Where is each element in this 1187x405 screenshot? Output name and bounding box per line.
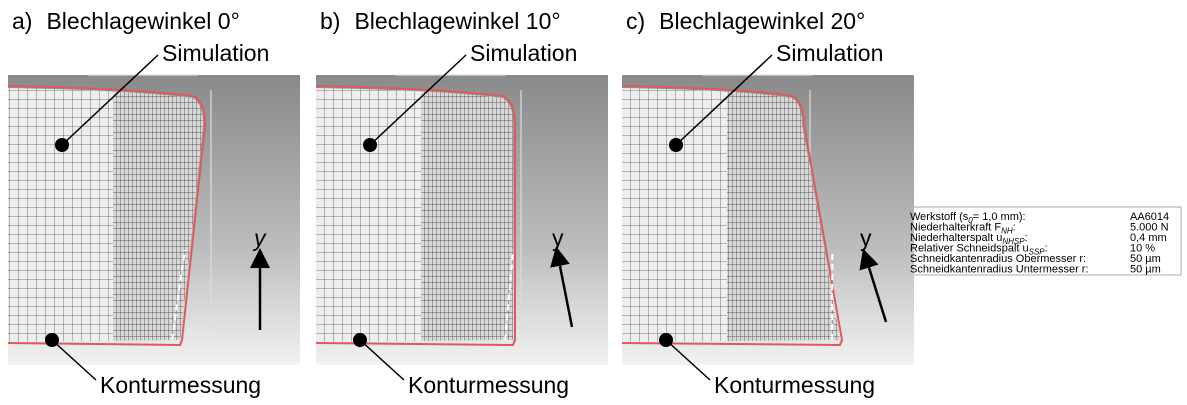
panel-label: c) [626, 8, 645, 34]
measurement-label: Konturmessung [100, 372, 261, 398]
figure: a) Blechlagewinkel 0° Simulation Konturmess… [0, 0, 1187, 400]
simulation-label: Simulation [776, 40, 883, 66]
panel-label: b) [320, 8, 340, 34]
param-label-text: Schneidkantenradius Untermesser r: [910, 264, 1089, 276]
param-label: Schneidkantenradius Untermesser r: [910, 264, 1089, 276]
axis-label: y [860, 225, 872, 251]
panel-label: a) [12, 8, 32, 34]
param-value: 50 µm [1130, 264, 1161, 276]
simulation-label: Simulation [162, 40, 269, 66]
param-label-end: : [1013, 222, 1016, 234]
panel-title-text: Blechlagewinkel 20° [659, 8, 865, 34]
simulation-label: Simulation [470, 40, 577, 66]
panel-title-text: Blechlagewinkel 0° [46, 8, 239, 34]
page: {"panels": [ {"label": "a)", "title": "B… [0, 0, 1187, 405]
panel-title-text: Blechlagewinkel 10° [354, 8, 560, 34]
panel-title: a) Blechlagewinkel 0° [12, 8, 240, 34]
param-subscript: NH [1001, 227, 1013, 236]
measurement-label: Konturmessung [408, 372, 569, 398]
panel-title: c) Blechlagewinkel 20° [626, 8, 865, 34]
measurement-label: Konturmessung [714, 372, 875, 398]
panel-title: b) Blechlagewinkel 10° [320, 8, 561, 34]
axis-label: y [252, 225, 267, 251]
axis-label: y [552, 225, 564, 251]
